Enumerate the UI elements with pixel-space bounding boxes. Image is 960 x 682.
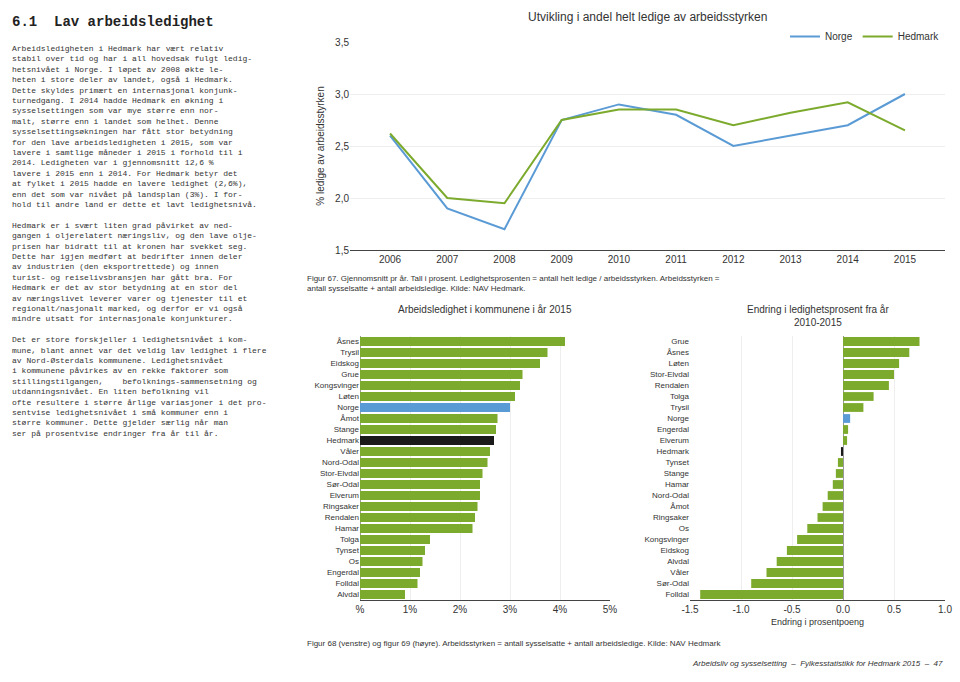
svg-text:Våler: Våler xyxy=(670,568,689,577)
svg-text:6.1 Lav arbeidsledighet: 6.1 Lav arbeidsledighet xyxy=(12,14,214,30)
svg-text:1,5: 1,5 xyxy=(335,245,349,256)
svg-text:Os: Os xyxy=(349,557,359,566)
svg-text:Figur 67. Gjennomsnitt pr år.: Figur 67. Gjennomsnitt pr år. Tall i pro… xyxy=(307,274,720,293)
svg-text:Tolga: Tolga xyxy=(670,392,690,401)
svg-text:2015: 2015 xyxy=(894,254,917,265)
svg-text:2,5: 2,5 xyxy=(335,141,349,152)
svg-text:Stange: Stange xyxy=(334,425,360,434)
svg-text:Trysil: Trysil xyxy=(670,403,689,412)
svg-text:Alvdal: Alvdal xyxy=(667,557,689,566)
svg-text:Kongsvinger: Kongsvinger xyxy=(315,381,360,390)
svg-text:Engerdal: Engerdal xyxy=(327,568,359,577)
svg-text:Stor-Elvdal: Stor-Elvdal xyxy=(320,469,359,478)
svg-text:2010: 2010 xyxy=(608,254,631,265)
svg-text:Stor-Elvdal: Stor-Elvdal xyxy=(650,370,689,379)
svg-text:Åsnes: Åsnes xyxy=(667,348,689,357)
svg-text:Os: Os xyxy=(679,524,689,533)
svg-text:2011: 2011 xyxy=(665,254,687,265)
svg-text:3,0: 3,0 xyxy=(335,89,349,100)
svg-text:Eidskog: Eidskog xyxy=(661,546,689,555)
svg-text:2008: 2008 xyxy=(493,254,516,265)
svg-text:2009: 2009 xyxy=(551,254,574,265)
svg-text:Eidskog: Eidskog xyxy=(331,359,359,368)
svg-text:Kongsvinger: Kongsvinger xyxy=(645,535,690,544)
svg-text:Arbeidsledighet i kommunene i: Arbeidsledighet i kommunene i år 2015 xyxy=(398,304,572,315)
svg-text:-0.5: -0.5 xyxy=(783,604,801,615)
svg-text:2013: 2013 xyxy=(779,254,802,265)
svg-text:Nord-Odal: Nord-Odal xyxy=(322,458,359,467)
svg-text:Tolga: Tolga xyxy=(340,535,360,544)
svg-text:Norge: Norge xyxy=(337,403,359,412)
svg-text:Hamar: Hamar xyxy=(665,480,689,489)
svg-text:Grue: Grue xyxy=(341,370,359,379)
svg-text:3,5: 3,5 xyxy=(335,37,349,48)
svg-text:Nord-Odal: Nord-Odal xyxy=(652,491,689,500)
svg-text:0.5: 0.5 xyxy=(887,604,901,615)
svg-text:Stange: Stange xyxy=(664,469,690,478)
svg-text:%: % xyxy=(356,604,365,615)
svg-text:Norge: Norge xyxy=(825,31,853,42)
svg-text:Ringsaker: Ringsaker xyxy=(323,502,359,511)
svg-text:Tynset: Tynset xyxy=(665,458,689,467)
svg-text:3%: 3% xyxy=(503,604,518,615)
svg-text:4%: 4% xyxy=(553,604,568,615)
svg-text:2012: 2012 xyxy=(722,254,745,265)
svg-text:Åmot: Åmot xyxy=(670,502,689,511)
svg-text:% ledige av arbeidsstyrken: % ledige av arbeidsstyrken xyxy=(315,86,326,206)
svg-text:0.0: 0.0 xyxy=(836,604,850,615)
svg-text:Våler: Våler xyxy=(340,447,359,456)
svg-text:Løten: Løten xyxy=(339,392,359,401)
svg-text:Sør-Odal: Sør-Odal xyxy=(327,480,360,489)
svg-text:Hedmark: Hedmark xyxy=(327,436,360,445)
svg-text:2%: 2% xyxy=(453,604,468,615)
svg-text:Rendalen: Rendalen xyxy=(325,513,359,522)
svg-text:Hedmark: Hedmark xyxy=(657,447,690,456)
svg-text:Trysil: Trysil xyxy=(340,348,359,357)
svg-text:Ringsaker: Ringsaker xyxy=(653,513,689,522)
svg-text:-1.5: -1.5 xyxy=(681,604,699,615)
svg-text:2006: 2006 xyxy=(379,254,402,265)
svg-text:Åmot: Åmot xyxy=(340,414,359,423)
svg-text:Elverum: Elverum xyxy=(660,436,690,445)
svg-text:5%: 5% xyxy=(603,604,618,615)
svg-text:Alvdal: Alvdal xyxy=(337,590,359,599)
svg-text:Arbeidsledigheten i Hedmark ha: Arbeidsledigheten i Hedmark har vært rel… xyxy=(12,44,267,438)
svg-text:Elverum: Elverum xyxy=(330,491,360,500)
svg-text:Engerdal: Engerdal xyxy=(657,425,689,434)
svg-text:Endring i ledighetsprosent fra: Endring i ledighetsprosent fra år2010-20… xyxy=(747,304,889,328)
svg-text:Arbeidsliv og sysselsetting –: Arbeidsliv og sysselsetting – Fylkesstat… xyxy=(692,659,943,668)
svg-text:Utvikling i andel helt ledige: Utvikling i andel helt ledige av arbeids… xyxy=(528,10,767,24)
svg-text:-1.0: -1.0 xyxy=(732,604,750,615)
svg-text:Hedmark: Hedmark xyxy=(898,31,940,42)
svg-text:Rendalen: Rendalen xyxy=(655,381,689,390)
svg-text:2014: 2014 xyxy=(837,254,860,265)
svg-text:Åsnes: Åsnes xyxy=(337,337,359,346)
svg-text:Sør-Odal: Sør-Odal xyxy=(657,579,690,588)
svg-text:Endring i prosentpoeng: Endring i prosentpoeng xyxy=(771,617,864,627)
svg-text:2007: 2007 xyxy=(436,254,459,265)
svg-text:Tynset: Tynset xyxy=(335,546,359,555)
svg-text:1.0: 1.0 xyxy=(938,604,952,615)
svg-text:Folldal: Folldal xyxy=(335,579,359,588)
svg-text:2,0: 2,0 xyxy=(335,193,349,204)
svg-text:Norge: Norge xyxy=(667,414,689,423)
svg-text:Grue: Grue xyxy=(671,337,689,346)
svg-text:Løten: Løten xyxy=(669,359,689,368)
svg-text:Figur 68 (venstre) og figur 69: Figur 68 (venstre) og figur 69 (høyre). … xyxy=(307,639,721,648)
svg-text:1%: 1% xyxy=(403,604,418,615)
svg-text:Hamar: Hamar xyxy=(335,524,359,533)
svg-text:Folldal: Folldal xyxy=(665,590,689,599)
